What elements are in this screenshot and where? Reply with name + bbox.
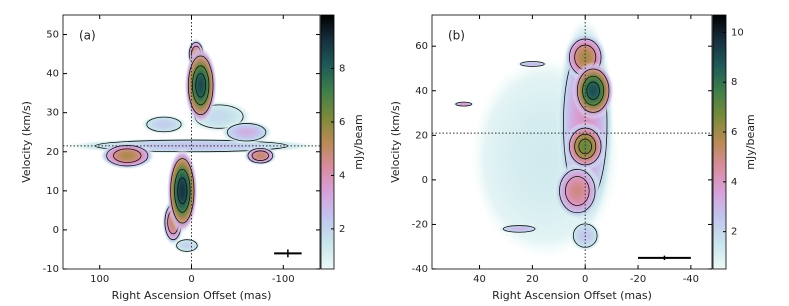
y-tick-label: 60 xyxy=(415,41,428,52)
colorbar-tick-label: 10 xyxy=(731,27,744,38)
contour xyxy=(174,168,191,213)
colorbar-tick-label: 4 xyxy=(731,177,737,188)
contour xyxy=(176,239,198,252)
x-tick-label: -20 xyxy=(630,274,646,285)
emission-component xyxy=(166,147,198,234)
emission-component xyxy=(553,162,602,220)
y-tick-label: -20 xyxy=(412,219,428,230)
contour xyxy=(192,65,210,106)
emission-component xyxy=(572,61,615,120)
plot-frame xyxy=(431,14,713,270)
y-tick-label: 0 xyxy=(422,175,428,186)
contour xyxy=(251,150,270,161)
emission-component xyxy=(99,142,155,170)
contour xyxy=(564,176,590,206)
contour xyxy=(170,158,195,224)
y-tick-label: 30 xyxy=(46,108,59,119)
colorbar xyxy=(320,14,335,270)
y-tick-label: 50 xyxy=(46,30,59,41)
emission-component xyxy=(564,121,607,171)
colorbar-label: mJy/beam xyxy=(352,114,365,169)
colorbar-tick-label: 2 xyxy=(731,227,737,238)
contour xyxy=(586,81,600,100)
emission-component xyxy=(243,145,277,166)
colorbar-tick-label: 2 xyxy=(339,224,345,235)
y-tick-label: 10 xyxy=(46,186,59,197)
colorbar xyxy=(712,14,727,270)
y-tick-label: 40 xyxy=(415,86,428,97)
panel-label: (b) xyxy=(448,29,465,43)
colorbar-tick-label: 6 xyxy=(339,117,345,128)
x-tick-label: 20 xyxy=(526,274,539,285)
x-tick-label: 0 xyxy=(188,274,194,285)
x-axis-label: Right Ascension Offset (mas) xyxy=(112,289,272,302)
contour xyxy=(187,55,214,116)
x-tick-label: 100 xyxy=(90,274,109,285)
emission-component xyxy=(184,46,218,125)
contour xyxy=(195,73,207,98)
emission xyxy=(63,38,320,254)
y-tick-label: -40 xyxy=(412,264,428,275)
y-axis-label: Velocity (km/s) xyxy=(389,101,402,183)
contour xyxy=(247,147,274,164)
contour xyxy=(582,75,605,106)
emission xyxy=(453,17,620,258)
x-tick-label: -40 xyxy=(683,274,699,285)
contour xyxy=(113,148,142,163)
x-tick-label: 0 xyxy=(582,274,588,285)
x-tick-label: 40 xyxy=(473,274,486,285)
contour xyxy=(578,138,592,155)
panel-label: (a) xyxy=(79,29,96,43)
contour xyxy=(177,177,188,205)
contour xyxy=(455,101,473,107)
colorbar-tick-label: 8 xyxy=(731,77,737,88)
colorbar-tick-label: 4 xyxy=(339,170,345,181)
contour xyxy=(576,68,610,113)
y-tick-label: -10 xyxy=(43,264,59,275)
colorbar-label: mJy/beam xyxy=(744,114,757,169)
colorbar-tick-label: 6 xyxy=(731,127,737,138)
y-axis-label: Velocity (km/s) xyxy=(20,101,33,183)
contour xyxy=(520,61,545,67)
contour xyxy=(146,116,182,133)
contour xyxy=(559,168,596,214)
emission-component xyxy=(141,114,187,135)
colorbar-tick-label: 8 xyxy=(339,63,345,74)
emission-component xyxy=(173,237,201,254)
y-tick-label: 20 xyxy=(415,130,428,141)
contour xyxy=(502,225,536,233)
x-axis-label: Right Ascension Offset (mas) xyxy=(492,289,652,302)
x-tick-label: -100 xyxy=(272,274,295,285)
y-tick-label: 20 xyxy=(46,147,59,158)
emission-component xyxy=(220,120,273,144)
y-tick-label: 0 xyxy=(53,225,59,236)
contour xyxy=(226,123,267,142)
y-tick-label: 40 xyxy=(46,69,59,80)
